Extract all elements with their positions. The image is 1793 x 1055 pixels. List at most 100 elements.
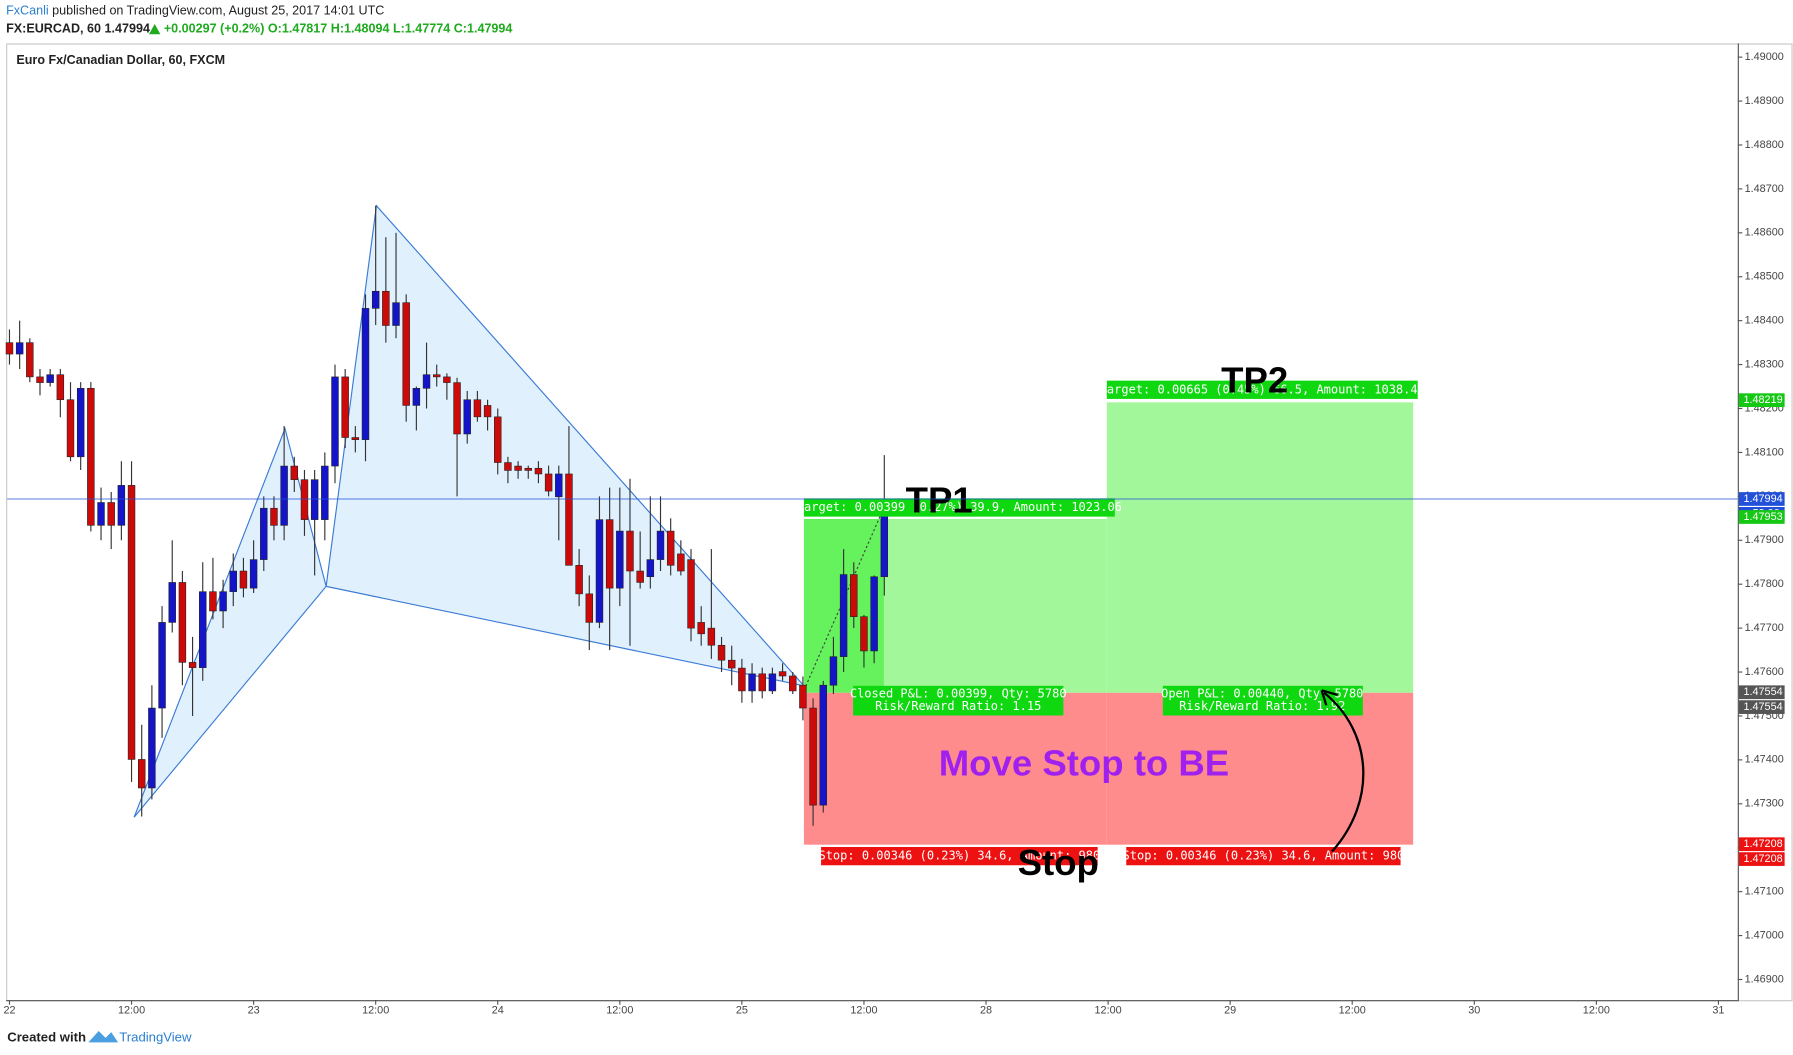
quote-values: +0.00297 (+0.2%) O:1.47817 H:1.48094 L:1…	[164, 22, 513, 36]
candle-body	[310, 479, 319, 520]
candle-body	[158, 622, 166, 709]
price-marker-box	[1738, 852, 1785, 866]
candle-body	[66, 399, 75, 458]
annotation-stop: Stop	[1018, 842, 1099, 883]
stop-zone-1	[803, 692, 1107, 845]
candle-body	[300, 479, 309, 520]
brand-logo	[88, 1030, 119, 1043]
candle-body	[636, 570, 644, 583]
x-tick-label: 22	[3, 1004, 15, 1016]
candle-body	[219, 591, 227, 612]
high: H:1.48094	[331, 22, 390, 36]
open: O:1.47817	[268, 22, 327, 36]
up-arrow	[148, 24, 161, 35]
candle-body	[412, 388, 421, 406]
target-label-2: Target: 0.00665 (0.45%) 66.5, Amount: 10…	[1100, 382, 1425, 396]
pnl-box-2	[1162, 685, 1363, 716]
y-tick-label: 1.48900	[1745, 95, 1784, 107]
trade-path	[803, 507, 885, 691]
candle-body	[677, 553, 685, 572]
arrow-curve	[1323, 691, 1365, 853]
candle-body	[46, 374, 54, 383]
candle-body	[717, 644, 726, 661]
candle-body	[839, 574, 848, 657]
price-marker-label: 1.47554	[1743, 701, 1782, 713]
candle-body	[199, 591, 207, 668]
stop-label-box-1	[821, 846, 1098, 866]
candle-body	[789, 675, 797, 692]
annotation-move-stop: Move Stop to BE	[939, 742, 1229, 783]
price-marker-box	[1738, 685, 1785, 700]
y-tick-label: 1.48800	[1745, 139, 1784, 151]
candle-body	[504, 462, 512, 471]
candle-body	[799, 684, 807, 709]
candle-body	[656, 530, 665, 560]
y-tick-label: 1.47600	[1745, 666, 1784, 678]
x-tick-label: 25	[736, 1004, 748, 1016]
candle-body	[270, 507, 278, 526]
candle-body	[575, 565, 583, 595]
x-tick-label: 24	[492, 1004, 504, 1016]
price-marker-box	[1738, 837, 1785, 852]
y-tick-label: 1.47100	[1745, 886, 1784, 898]
last: 1.47994	[105, 22, 150, 36]
low: L:1.47774	[393, 22, 450, 36]
x-tick-label: 29	[1224, 1004, 1236, 1016]
candle-body	[666, 530, 675, 566]
annotation-tp1: TP1	[906, 480, 973, 521]
price-marker-box	[1738, 393, 1785, 408]
candle-body	[402, 302, 410, 406]
target-zone-1	[883, 518, 1107, 693]
y-tick-label: 1.47800	[1745, 578, 1784, 590]
ratio-label-1: Risk/Reward Ratio: 1.15	[875, 699, 1041, 713]
candle-body	[829, 656, 838, 686]
candle-body	[687, 559, 695, 629]
candle-body	[738, 667, 746, 692]
pnl-label-1: Closed P&L: 0.00399, Qty: 5780	[850, 686, 1067, 700]
y-tick-label: 1.48300	[1745, 358, 1784, 370]
y-tick-label: 1.49000	[1745, 51, 1784, 63]
last-price-box	[1738, 492, 1785, 506]
y-tick-label: 1.48200	[1745, 402, 1784, 414]
candle-body	[646, 559, 655, 578]
close: C:1.47994	[454, 22, 513, 36]
candle-body	[209, 591, 217, 612]
candle-body	[422, 374, 431, 389]
candle-body	[188, 662, 197, 668]
candle-body	[168, 582, 176, 623]
candle-body	[463, 399, 471, 435]
price-marker-label: 1.47208	[1743, 853, 1782, 865]
price-marker-box	[1738, 700, 1785, 714]
candle-body	[229, 570, 237, 592]
last-price-label: 1.47994	[1743, 493, 1782, 505]
x-tick-label: 28	[980, 1004, 992, 1016]
candle-body	[107, 502, 115, 526]
candle-body	[178, 582, 187, 663]
candle-body	[605, 519, 614, 589]
candle-body	[371, 290, 380, 309]
candle-body	[534, 467, 543, 475]
candle-body	[565, 473, 573, 566]
x-tick-label: 12:00	[1583, 1004, 1610, 1016]
target-label-box-1	[803, 498, 1115, 517]
pnl-label-2: Open P&L: 0.00440, Qty: 5780	[1161, 686, 1363, 700]
x-tick-label: 12:00	[850, 1004, 877, 1016]
candle-body	[707, 627, 716, 646]
y-tick-label: 1.47300	[1745, 798, 1784, 810]
candle-body	[76, 388, 85, 458]
candle-body	[544, 473, 553, 492]
candle-body	[127, 485, 136, 760]
chart-title: Euro Fx/Canadian Dollar, 60, FXCM	[16, 53, 225, 67]
stop-label-1: Stop: 0.00346 (0.23%) 34.6, Amount: 980	[818, 849, 1100, 863]
candle-body	[555, 473, 563, 498]
candle-body	[26, 342, 34, 378]
y-tick-label: 1.48700	[1745, 183, 1784, 195]
y-tick-label: 1.48400	[1745, 315, 1784, 327]
x-tick-label: 12:00	[1339, 1004, 1366, 1016]
candle-body	[5, 342, 14, 355]
x-tick-label: 31	[1712, 1004, 1724, 1016]
candle-body	[443, 376, 451, 383]
candle-body	[138, 759, 146, 789]
ratio-label-2: Risk/Reward Ratio: 1.92	[1179, 699, 1345, 713]
